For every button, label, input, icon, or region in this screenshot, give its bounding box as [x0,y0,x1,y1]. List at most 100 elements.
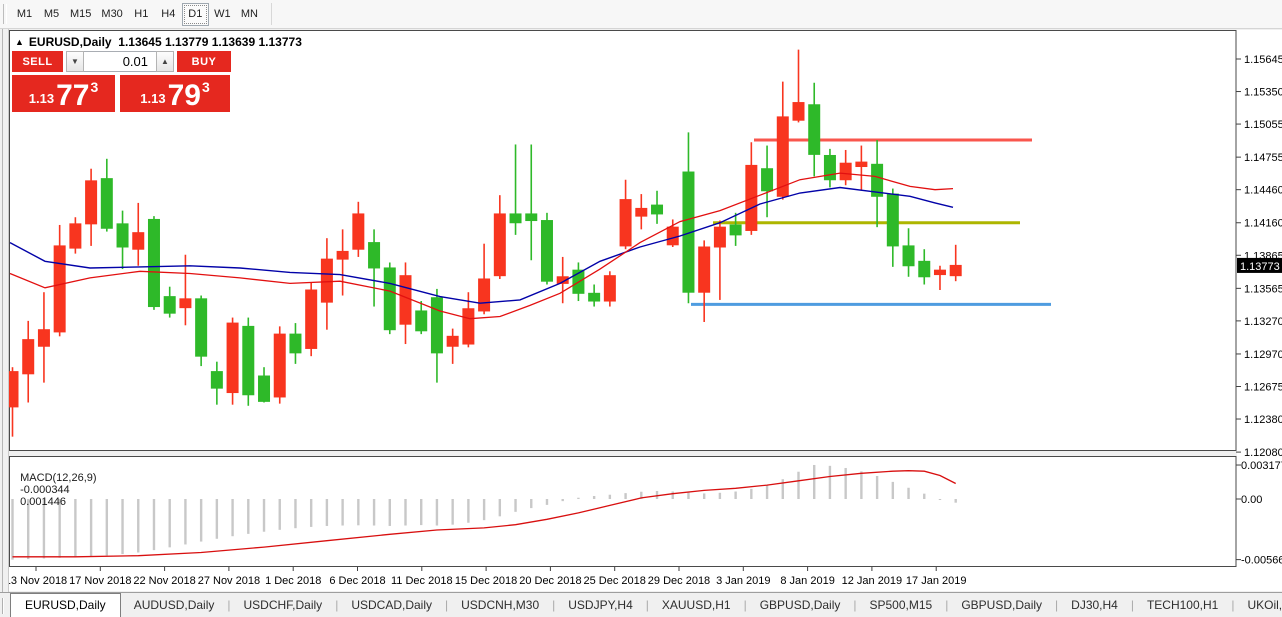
panel-splitter [9,451,1237,456]
tab-separator: | [1130,598,1134,612]
buy-price-small: 1.13 [140,91,166,106]
toolbar-grip[interactable] [3,4,7,24]
macd-panel-border [9,456,1237,567]
timeframe-button-m30[interactable]: M30 [101,8,123,20]
tab-separator: | [645,598,649,612]
svg-text:1.14160: 1.14160 [1244,218,1282,230]
tab-usdjpy-h4[interactable]: USDJPY,H4 [568,598,633,612]
chart-title: ▲ EURUSD,Daily 1.13645 1.13779 1.13639 1… [15,35,302,49]
macd-value: -0.000344 [20,484,70,496]
date-axis[interactable]: 13 Nov 2018 17 Nov 2018 22 Nov 2018 27 Nov … [5,567,967,587]
svg-text:13 Nov 2018: 13 Nov 2018 [5,575,67,587]
tab-gbpusd-daily[interactable]: GBPUSD,Daily [961,598,1043,612]
tab-dj30-h4[interactable]: DJ30,H4 [1071,598,1118,612]
sell-price-sup: 3 [90,79,99,95]
svg-text:6 Dec 2018: 6 Dec 2018 [329,575,385,587]
tab-separator: | [853,598,857,612]
svg-text:1.15055: 1.15055 [1244,119,1282,131]
svg-text:-0.005667: -0.005667 [1241,555,1282,567]
svg-text:8 Jan 2019: 8 Jan 2019 [780,575,834,587]
svg-text:0.003177: 0.003177 [1241,460,1282,472]
ohlc-low: 1.13639 [211,35,256,49]
timeframe-button-h1[interactable]: H1 [134,8,149,20]
timeframe-button-m15[interactable]: M15 [70,8,92,20]
tab-separator: | [227,598,231,612]
volume-increase-button[interactable]: ▲ [156,51,174,72]
macd-name: MACD(12,26,9) [20,472,97,484]
trendline-levels [691,138,1051,306]
svg-text:29 Dec 2018: 29 Dec 2018 [648,575,710,587]
timeframe-button-m1[interactable]: M1 [16,8,33,20]
buy-button[interactable]: BUY [177,51,231,72]
timeframe-button-h4[interactable]: H4 [161,8,176,20]
svg-text:3 Jan 2019: 3 Jan 2019 [716,575,770,587]
tab-bar-grip[interactable] [2,598,4,614]
svg-text:1.12380: 1.12380 [1244,414,1282,426]
timeframe-button-d1[interactable]: D1 [181,2,209,26]
tab-usdcnh-m30[interactable]: USDCNH,M30 [461,598,540,612]
tab-xauusd-h1[interactable]: XAUUSD,H1 [661,598,731,612]
svg-text:1.13565: 1.13565 [1244,283,1282,295]
chart-tabs: EURUSD,Daily AUDUSD,Daily | USDCHF,Daily | US… [10,593,1282,617]
svg-text:15 Dec 2018: 15 Dec 2018 [455,575,517,587]
tab-separator: | [945,598,949,612]
timeframe-toolbar: M1 M5 M15 M30 H1 H4 D1 W1 MN [0,0,1282,29]
svg-text:25 Dec 2018: 25 Dec 2018 [584,575,646,587]
buy-price-panel[interactable]: 1.13 79 3 [120,75,230,112]
ohlc-high: 1.13779 [165,35,209,49]
svg-text:1.12970: 1.12970 [1244,349,1282,361]
svg-text:0.00: 0.00 [1241,494,1262,506]
macd-signal-value: 0.001446 [20,496,67,508]
svg-text:17 Nov 2018: 17 Nov 2018 [69,575,131,587]
svg-text:1 Dec 2018: 1 Dec 2018 [265,575,321,587]
tab-tech100-h1[interactable]: TECH100,H1 [1146,598,1219,612]
macd-axis: 0.003177 0.00 -0.005667 [1236,460,1282,567]
ma-fast-line [9,172,954,320]
svg-text:1.13270: 1.13270 [1244,316,1282,328]
symbol-marker-icon: ▲ [15,37,24,47]
tab-separator: | [552,598,556,612]
svg-text:20 Dec 2018: 20 Dec 2018 [519,575,581,587]
svg-text:1.14460: 1.14460 [1244,185,1282,197]
timeframe-button-m5[interactable]: M5 [43,8,60,20]
tab-eurusd-daily[interactable]: EURUSD,Daily [10,593,121,617]
price-axis[interactable]: 1.15645 1.15350 1.15055 1.14755 1.14460 1.141… [1236,54,1282,459]
tab-usdchf-daily[interactable]: USDCHF,Daily [243,598,323,612]
candlestick-series [6,49,962,437]
volume-input[interactable]: 0.01 [84,51,156,72]
sell-price-big: 77 [56,79,90,112]
timeframe-buttons: M1 M5 M15 M30 H1 H4 D1 W1 MN [11,2,263,26]
timeframe-button-w1[interactable]: W1 [214,8,231,20]
tab-audusd-daily[interactable]: AUDUSD,Daily [133,598,215,612]
tab-separator: | [335,598,339,612]
tab-usdcad-daily[interactable]: USDCAD,Daily [351,598,432,612]
ohlc-open: 1.13645 [118,35,162,49]
buy-price-sup: 3 [201,79,210,95]
chart-symbol-label: EURUSD,Daily [28,35,112,49]
svg-text:1.14755: 1.14755 [1244,152,1282,164]
sell-button[interactable]: SELL [12,51,63,72]
tab-sp500-m15[interactable]: SP500,M15 [869,598,933,612]
timeframe-button-mn[interactable]: MN [240,8,258,20]
svg-text:17 Jan 2019: 17 Jan 2019 [906,575,967,587]
one-click-trading-panel: SELL ▼ 0.01 ▲ BUY 1.13 77 3 1.13 79 3 [12,51,233,112]
main-chart-border [9,30,1237,451]
buy-price-big: 79 [167,79,201,112]
tab-separator: | [743,598,747,612]
ma-slow-line [9,186,954,304]
tab-ukoil-h1[interactable]: UKOil,H1 [1247,598,1282,612]
chart-tab-bar: EURUSD,Daily AUDUSD,Daily | USDCHF,Daily | US… [0,592,1282,617]
volume-decrease-button[interactable]: ▼ [66,51,84,72]
svg-text:1.12675: 1.12675 [1244,381,1282,393]
sell-price-panel[interactable]: 1.13 77 3 [12,75,115,112]
tab-separator: | [1055,598,1059,612]
current-price-text: 1.13773 [1240,261,1280,273]
tab-separator: | [1231,598,1235,612]
svg-text:12 Jan 2019: 12 Jan 2019 [842,575,903,587]
ohlc-close: 1.13773 [258,35,302,49]
tab-gbpusd-daily[interactable]: GBPUSD,Daily [759,598,841,612]
window-left-edge [0,29,9,592]
sell-price-small: 1.13 [28,91,55,106]
svg-text:1.15350: 1.15350 [1244,87,1282,99]
